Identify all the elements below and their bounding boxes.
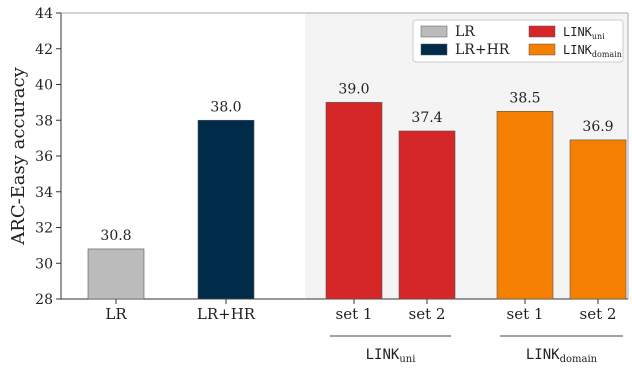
- y-axis-label: ARC-Easy accuracy: [8, 66, 29, 245]
- x-tick-label: set 2: [580, 305, 617, 323]
- legend-label: LINKdomain: [563, 43, 622, 59]
- legend-swatch: [528, 43, 556, 56]
- x-tick-label: LR: [105, 305, 127, 323]
- bar-value-label: 36.9: [582, 119, 613, 135]
- bar: [496, 111, 554, 300]
- y-tick-label: 44: [35, 6, 53, 22]
- bar-value-label: 38.5: [509, 90, 540, 106]
- group-label: LINKdomain: [526, 347, 598, 365]
- x-tick-label: set 1: [336, 305, 373, 323]
- legend-swatch: [420, 25, 448, 38]
- bar-value-label: 39.0: [338, 81, 369, 97]
- group-label: LINKuni: [366, 347, 416, 365]
- bar: [197, 119, 255, 300]
- y-tick-label: 30: [35, 256, 53, 272]
- legend-box: [412, 19, 624, 63]
- legend: LR LINKuni LR+HR LINKdomain: [412, 19, 624, 63]
- y-tick-label: 42: [35, 42, 53, 58]
- x-tick-label: set 1: [507, 305, 544, 323]
- bar: [87, 248, 145, 300]
- x-tick-label: set 2: [409, 305, 446, 323]
- bar: [569, 139, 627, 300]
- legend-swatch: [420, 43, 448, 56]
- y-tick-label: 32: [35, 221, 53, 237]
- bar-value-label: 30.8: [100, 228, 131, 244]
- bar-value-label: 38.0: [210, 99, 241, 115]
- x-tick-label: LR+HR: [197, 305, 256, 323]
- y-tick-label: 28: [35, 292, 53, 308]
- y-tick-label: 34: [35, 185, 53, 201]
- bar-value-label: 37.4: [411, 110, 442, 126]
- y-tick-label: 36: [35, 149, 53, 165]
- y-tick-label: 40: [35, 78, 53, 94]
- legend-label: LR+HR: [455, 42, 510, 58]
- legend-swatch: [528, 25, 556, 38]
- bar: [398, 130, 456, 300]
- bar: [325, 102, 383, 300]
- legend-label: LR: [455, 24, 475, 40]
- y-tick-label: 38: [35, 113, 53, 129]
- legend-label: LINKuni: [563, 25, 605, 41]
